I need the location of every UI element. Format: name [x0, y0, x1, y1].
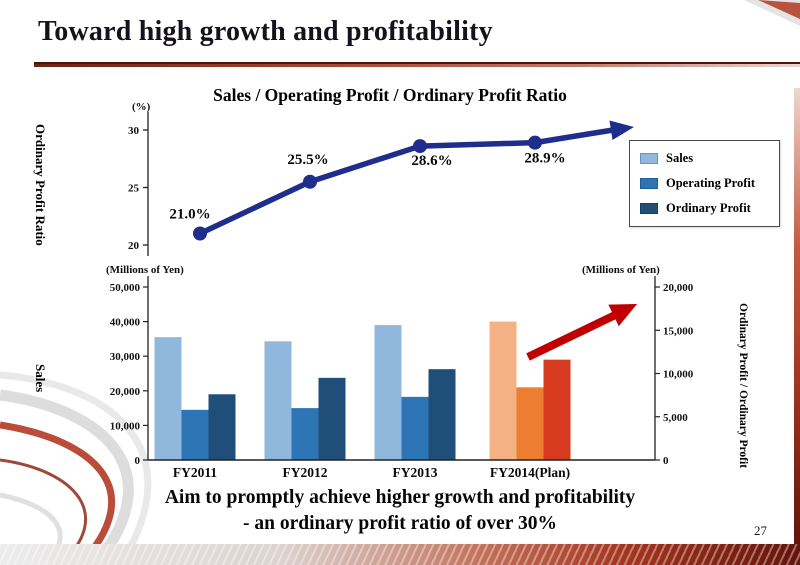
legend-label: Ordinary Profit: [666, 201, 751, 215]
category-label: FY2011: [173, 465, 218, 480]
left-axis-tick-label: 20,000: [110, 386, 141, 398]
left-axis-tick-label: 30,000: [110, 351, 141, 363]
decorative-corner-graphic: [744, 0, 800, 26]
ratio-tick-label: 30: [128, 125, 140, 137]
right-axis-unit: (Millions of Yen): [582, 264, 660, 276]
ratio-tick-label: 20: [128, 240, 140, 252]
legend-item: Sales: [640, 151, 769, 166]
right-axis-tick-label: 20,000: [663, 282, 694, 294]
decorative-bottom-band: [0, 544, 800, 565]
chart-legend: Sales Operating Profit Ordinary Profit: [629, 140, 780, 227]
slide-message-line1: Aim to promptly achieve higher growth an…: [164, 487, 636, 508]
left-axis-unit: (Millions of Yen): [106, 264, 184, 276]
axis-title-sales: Sales: [33, 363, 48, 393]
axis-title-ordinary-profit-ratio: Ordinary Profit Ratio: [33, 124, 48, 246]
bar-operating-profit: [516, 387, 544, 460]
axis-title-right-profits: Ordinary Profit / Ordinary Profit: [737, 303, 749, 469]
growth-arrow: [526, 310, 618, 361]
ratio-line-arrow-head: [609, 120, 634, 140]
left-axis-tick-label: 0: [135, 455, 141, 467]
chart-title: Sales / Operating Profit / Ordinary Prof…: [213, 85, 567, 105]
right-axis-tick-label: 5,000: [663, 412, 688, 424]
bar-ordinary-profit: [543, 359, 571, 460]
left-axis-tick-label: 40,000: [110, 317, 141, 329]
ratio-point-label: 28.9%: [524, 151, 565, 167]
bar-operating-profit: [291, 408, 319, 460]
legend-item: Operating Profit: [640, 176, 769, 191]
decorative-right-strip: [794, 88, 800, 544]
legend-label: Operating Profit: [666, 176, 755, 190]
page-number: 27: [754, 523, 767, 538]
slide-message: Aim to promptly achieve higher growth an…: [0, 485, 800, 536]
page-title: Toward high growth and profitability: [38, 16, 493, 47]
ratio-tick-label: 25: [128, 183, 140, 195]
legend-label: Sales: [666, 151, 694, 165]
bar-sales: [264, 341, 292, 460]
ratio-line: [198, 127, 614, 236]
right-axis-tick-label: 0: [663, 455, 669, 467]
ratio-point: [193, 226, 207, 241]
slide-message-line2: - an ordinary profit ratio of over 30%: [243, 512, 557, 534]
decorative-swirl-graphic: [0, 371, 152, 565]
ratio-point: [303, 174, 317, 189]
bar-sales: [489, 321, 517, 460]
bar-sales: [374, 325, 402, 460]
growth-arrow-head: [608, 304, 637, 327]
bar-ordinary-profit: [208, 394, 236, 460]
ratio-point-label: 25.5%: [287, 152, 328, 168]
ratio-point: [413, 139, 427, 154]
right-axis-tick-label: 15,000: [663, 325, 694, 337]
bar-operating-profit: [401, 396, 429, 460]
legend-swatch: [640, 153, 658, 164]
ratio-point: [528, 135, 542, 150]
category-label: FY2012: [283, 465, 328, 480]
bar-ordinary-profit: [428, 369, 456, 460]
legend-swatch: [640, 203, 658, 214]
legend-item: Ordinary Profit: [640, 201, 769, 216]
left-axis-tick-label: 10,000: [110, 420, 141, 432]
bar-operating-profit: [181, 409, 209, 460]
ratio-point-label: 21.0%: [169, 207, 210, 223]
category-label: FY2013: [393, 465, 438, 480]
ratio-unit-label: (%): [132, 101, 151, 113]
bar-ordinary-profit: [318, 377, 346, 460]
title-divider: [34, 62, 800, 67]
category-label: FY2014(Plan): [490, 465, 570, 480]
ordinary-profit-ratio-line-chart: 30 25 20 (%) 21.0% 25.5% 28.6% 28.9%: [128, 101, 634, 256]
ratio-point-label: 28.6%: [411, 153, 452, 169]
left-axis-tick-label: 50,000: [110, 282, 141, 294]
legend-swatch: [640, 178, 658, 189]
bar-sales: [154, 337, 182, 460]
right-axis-tick-label: 10,000: [663, 369, 694, 381]
sales-profit-bar-chart: (Millions of Yen) (Millions of Yen) 0 10,00…: [106, 264, 694, 480]
